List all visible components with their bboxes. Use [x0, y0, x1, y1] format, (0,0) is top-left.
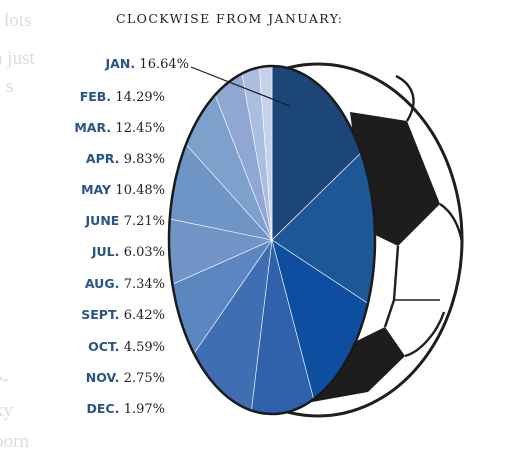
- legend-value-label: 12.45%: [115, 121, 165, 136]
- legend-item: DEC. 1.97%: [86, 401, 165, 418]
- legend-value-label: 7.34%: [123, 277, 165, 292]
- legend-value-label: 9.83%: [123, 152, 165, 167]
- pie-outline: [167, 64, 377, 416]
- background-text-1: l lots: [0, 10, 32, 31]
- legend-item: MAR. 12.45%: [74, 120, 165, 137]
- legend-item: FEB. 14.29%: [80, 89, 165, 106]
- legend-month-label: JUNE: [85, 213, 124, 228]
- background-text-6: born: [0, 431, 29, 452]
- legend-value-label: 14.29%: [115, 90, 165, 105]
- legend-month-label: MAY: [81, 182, 116, 197]
- legend-item: AUG. 7.34%: [85, 276, 165, 293]
- legend-item: APR. 9.83%: [86, 151, 165, 168]
- legend-item: JUNE 7.21%: [86, 213, 165, 230]
- legend-value-label: 6.42%: [123, 308, 165, 323]
- chart-title: CLOCKWISE FROM JANUARY:: [116, 11, 344, 26]
- legend-value-label: 7.21%: [123, 214, 165, 229]
- legend-value-label: 10.48%: [115, 183, 165, 198]
- legend-item: OCT. 4.59%: [88, 339, 165, 356]
- background-text-4: e-: [0, 369, 9, 390]
- legend-month-label: SEPT.: [81, 307, 124, 322]
- legend-month-label: JUL.: [91, 244, 124, 259]
- legend-month-label: APR.: [85, 151, 124, 166]
- legend-value-label: 4.59%: [123, 340, 165, 355]
- legend-value-label: 16.64%: [139, 57, 189, 72]
- legend-month-label: OCT.: [88, 339, 124, 354]
- background-text-5: ky: [0, 400, 13, 421]
- legend-value-label: 6.03%: [123, 245, 165, 260]
- legend-item: SEPT. 6.42%: [81, 307, 165, 324]
- legend-value-label: 2.75%: [123, 371, 165, 386]
- legend-month-label: JAN.: [105, 56, 140, 71]
- background-text-2: a just: [0, 48, 35, 69]
- legend-item: JAN. 16.64%: [106, 56, 189, 73]
- legend-month-label: MAR.: [74, 120, 116, 135]
- legend-value-label: 1.97%: [123, 402, 165, 417]
- jan-leader-line: [190, 66, 291, 107]
- legend-month-label: NOV.: [85, 370, 124, 385]
- legend-item: MAY 10.48%: [81, 182, 165, 199]
- legend-month-label: DEC.: [86, 401, 124, 416]
- legend-month-label: FEB.: [79, 89, 116, 104]
- pie: [167, 64, 377, 416]
- legend-month-label: AUG.: [84, 276, 124, 291]
- legend-item: JUL. 6.03%: [92, 244, 165, 261]
- legend-item: NOV. 2.75%: [86, 370, 165, 387]
- background-text-3: s: [6, 76, 14, 97]
